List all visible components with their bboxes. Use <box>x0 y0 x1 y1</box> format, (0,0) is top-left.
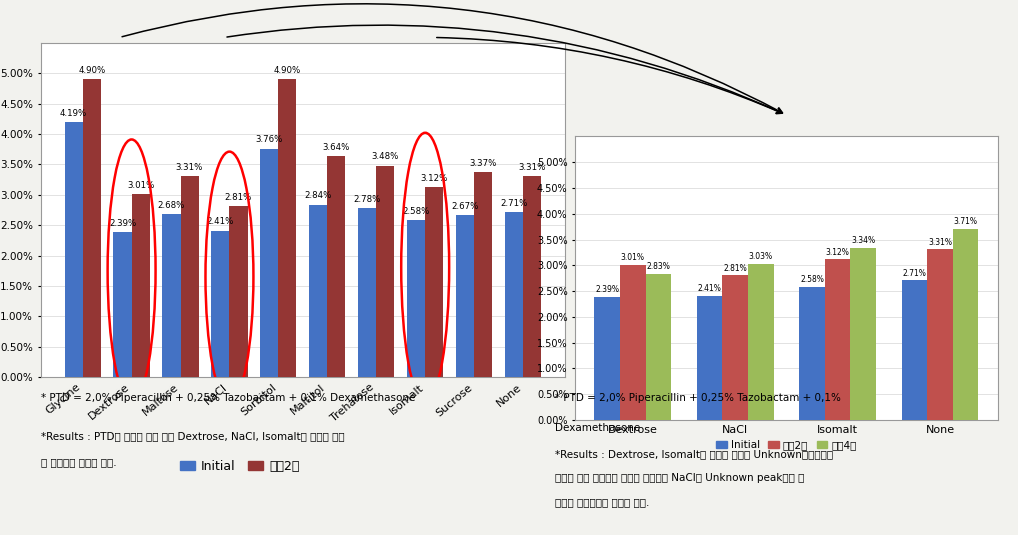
Text: 3.12%: 3.12% <box>826 248 850 257</box>
Bar <box>407 220 426 377</box>
Text: 2.68%: 2.68% <box>158 201 185 210</box>
Text: 3.64%: 3.64% <box>323 143 350 151</box>
Bar <box>163 214 180 377</box>
Text: 3.31%: 3.31% <box>176 163 204 172</box>
Text: *Results : Dextrose, Isomalt가 첸가된 제형의 Unknown유연물질이: *Results : Dextrose, Isomalt가 첸가된 제형의 Un… <box>555 449 833 460</box>
Bar <box>82 79 101 377</box>
Text: 2.84%: 2.84% <box>304 191 332 200</box>
Text: 2.39%: 2.39% <box>596 285 619 294</box>
Bar <box>309 204 328 377</box>
Legend: Initial, 가속2주, 가속4주: Initial, 가속2주, 가속4주 <box>713 436 860 454</box>
Text: 4.19%: 4.19% <box>60 109 88 118</box>
Bar <box>131 194 150 377</box>
Bar <box>748 264 774 420</box>
Text: 3.12%: 3.12% <box>420 174 448 183</box>
Bar <box>229 207 247 377</box>
Text: 4.90%: 4.90% <box>274 66 301 75</box>
Text: 3.31%: 3.31% <box>518 163 546 172</box>
Text: 2.41%: 2.41% <box>697 284 722 293</box>
Bar <box>212 231 229 377</box>
Bar <box>825 259 850 420</box>
Bar <box>902 280 927 420</box>
Bar <box>799 287 825 420</box>
Bar <box>723 275 748 420</box>
Bar <box>456 215 474 377</box>
Bar <box>927 249 953 420</box>
Bar <box>278 79 296 377</box>
Text: 2.41%: 2.41% <box>207 217 234 226</box>
Text: * PTD = 2,0% Piperacillin + 0,25% Tazobactam + 0,1%: * PTD = 2,0% Piperacillin + 0,25% Tazoba… <box>555 393 841 403</box>
Text: 2.58%: 2.58% <box>800 276 824 285</box>
Text: 2.71%: 2.71% <box>500 199 527 208</box>
Text: 2.71%: 2.71% <box>903 269 926 278</box>
Text: 2.81%: 2.81% <box>724 264 747 272</box>
Text: 3.76%: 3.76% <box>256 135 283 144</box>
Text: 3.48%: 3.48% <box>372 152 399 162</box>
Bar <box>64 123 82 377</box>
Text: 2.83%: 2.83% <box>646 263 670 271</box>
Bar <box>180 176 199 377</box>
Text: 3.71%: 3.71% <box>954 217 977 226</box>
Text: 의 유연물질 증가폭 적음.: 의 유연물질 증가폭 적음. <box>41 457 116 468</box>
Text: 2.67%: 2.67% <box>451 202 478 211</box>
Text: Dexamethasone: Dexamethasone <box>555 423 640 433</box>
Bar <box>850 248 876 420</box>
Text: * PTD = 2,0% Piperacillin + 0,25% Tazobactam + 0,1% Dexamethasone: * PTD = 2,0% Piperacillin + 0,25% Tazoba… <box>41 393 415 403</box>
Bar <box>620 265 645 420</box>
Text: 연물질 감소효과를 가지고 있음.: 연물질 감소효과를 가지고 있음. <box>555 498 649 508</box>
Text: 3.01%: 3.01% <box>621 253 644 262</box>
Text: 2.78%: 2.78% <box>353 195 381 204</box>
Text: 2.58%: 2.58% <box>402 207 430 216</box>
Legend: Initial, 가속2주: Initial, 가속2주 <box>175 455 305 478</box>
Text: 3.03%: 3.03% <box>748 252 773 261</box>
Bar <box>261 149 278 377</box>
Text: 2.81%: 2.81% <box>225 193 252 202</box>
Bar <box>358 208 377 377</box>
Text: 3.01%: 3.01% <box>127 181 155 190</box>
Text: 3.37%: 3.37% <box>469 159 497 168</box>
Bar <box>595 297 620 420</box>
Text: *Results : PTD만 들어간 제형 대비 Dextrose, NaCl, Isomalt가 첸가된 제형: *Results : PTD만 들어간 제형 대비 Dextrose, NaCl… <box>41 431 344 441</box>
Text: 4.90%: 4.90% <box>78 66 105 75</box>
Text: 시간에 따라 증가되는 경향을 보이지만 NaCl은 Unknown peak없이 유: 시간에 따라 증가되는 경향을 보이지만 NaCl은 Unknown peak없… <box>555 473 804 484</box>
Bar <box>645 274 671 420</box>
Bar <box>474 172 493 377</box>
Bar <box>377 166 394 377</box>
Bar <box>426 187 443 377</box>
Bar <box>113 232 131 377</box>
Text: 3.31%: 3.31% <box>928 238 952 247</box>
Bar <box>523 176 542 377</box>
Bar <box>953 228 978 420</box>
Bar <box>696 296 723 420</box>
Text: 2.39%: 2.39% <box>109 219 136 227</box>
Text: 3.34%: 3.34% <box>851 236 875 245</box>
Bar <box>505 212 523 377</box>
Bar <box>328 156 345 377</box>
